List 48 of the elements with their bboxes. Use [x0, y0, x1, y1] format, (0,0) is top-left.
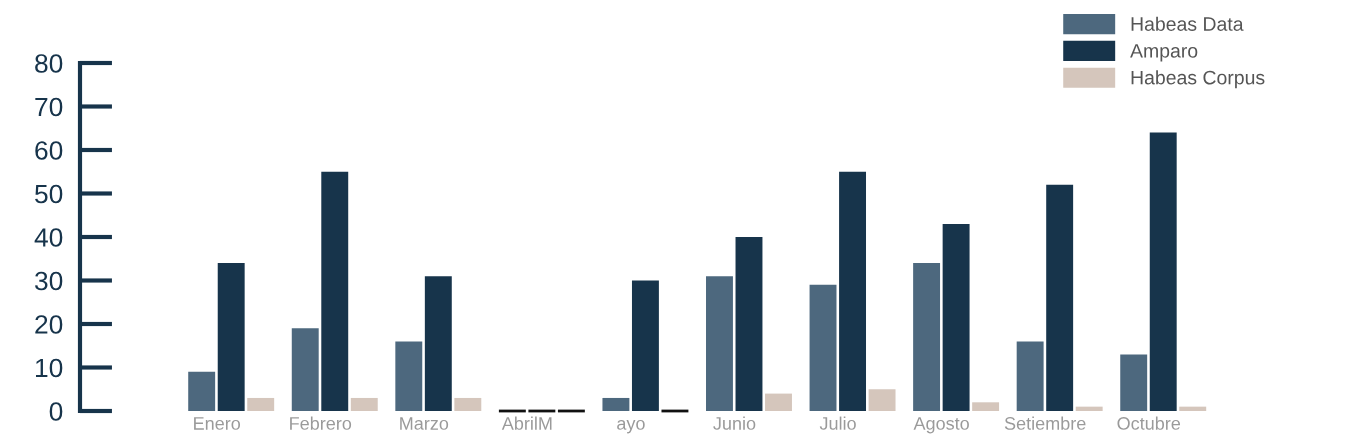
bar [1179, 406, 1207, 411]
bar [188, 371, 216, 411]
legend-label: Amparo [1130, 44, 1198, 62]
bar [424, 276, 452, 411]
bar [1046, 184, 1074, 411]
bar [839, 171, 867, 411]
bar [1016, 341, 1044, 411]
bar [809, 284, 837, 411]
y-tick-label: 20 [35, 315, 63, 334]
y-tick-label: 10 [36, 358, 63, 378]
bar [454, 397, 482, 411]
x-tick-label: Junio [713, 416, 756, 430]
bar [291, 328, 319, 411]
x-tick-label: Marzo [400, 417, 449, 430]
bar [913, 263, 941, 411]
x-tick-label: Julio [819, 416, 856, 430]
bar [1149, 132, 1177, 411]
bar [247, 397, 275, 411]
x-tick-label: Setiembre [1004, 416, 1086, 430]
x-tick-label: AbrilM [501, 416, 552, 430]
y-tick-label: 50 [35, 184, 63, 204]
bar [1120, 354, 1148, 411]
bar [868, 389, 896, 411]
x-tick-label: Enero [194, 417, 241, 430]
x-tick-label: ayo [617, 419, 645, 434]
bar [631, 280, 659, 411]
bar [602, 397, 630, 411]
y-tick-label: 60 [35, 141, 63, 160]
x-tick-label: Octubre [1117, 416, 1181, 430]
bar [735, 237, 763, 411]
y-tick-label: 40 [34, 228, 63, 247]
bar [972, 402, 1000, 411]
y-tick-label: 30 [34, 271, 63, 291]
bar [350, 397, 378, 411]
bar [321, 171, 349, 411]
legend-label: Habeas Corpus [1131, 70, 1265, 89]
x-tick-label: Agosto [913, 417, 969, 434]
legend-label: Habeas Data [1131, 16, 1244, 31]
bar [395, 341, 423, 411]
bar [1075, 406, 1103, 411]
bar [706, 276, 733, 411]
y-tick-label: 80 [35, 54, 63, 73]
bar [942, 223, 970, 411]
bar [217, 263, 245, 411]
y-tick-label: 0 [49, 402, 63, 421]
bar [765, 393, 792, 411]
y-tick-label: 70 [35, 97, 63, 117]
x-tick-label: Febrero [290, 416, 352, 430]
